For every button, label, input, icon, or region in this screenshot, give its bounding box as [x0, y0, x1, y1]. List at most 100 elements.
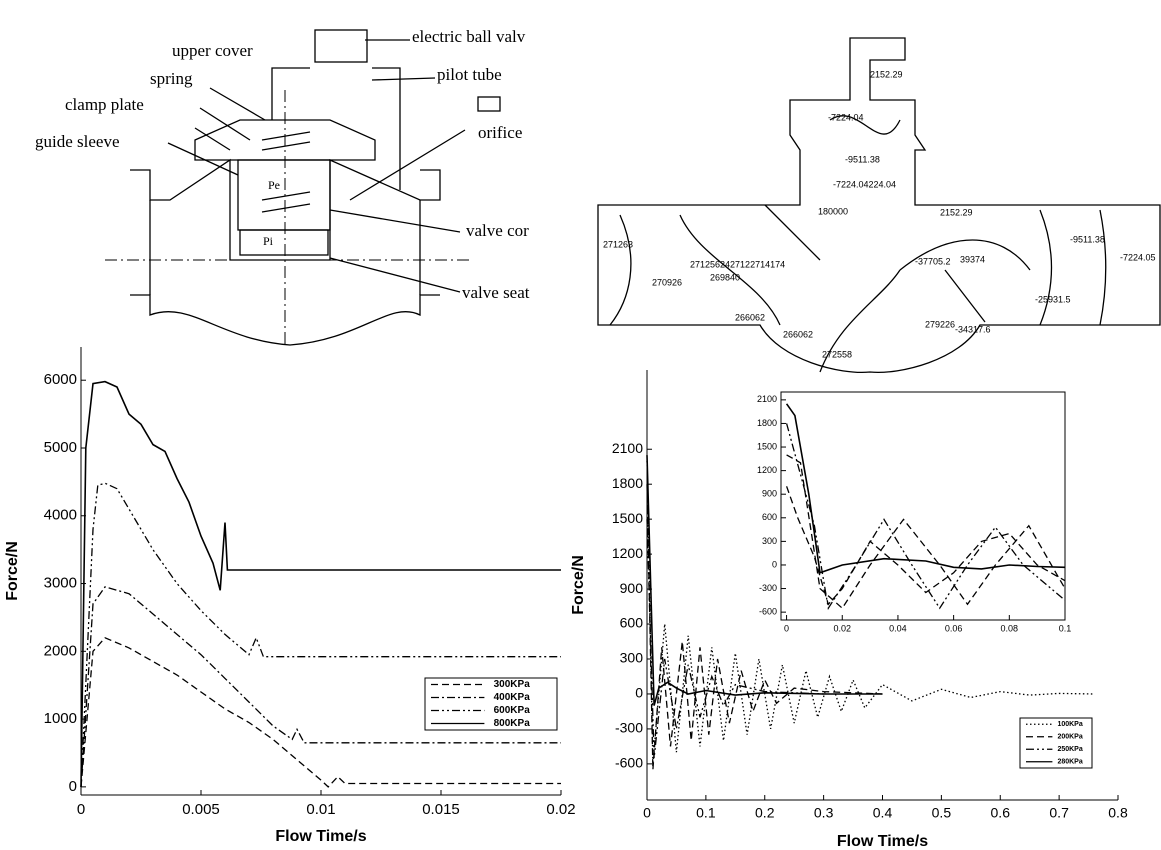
- x-tick-label: 0.4: [873, 805, 893, 821]
- contour-label: 271263: [603, 239, 633, 249]
- valve-body: [130, 158, 441, 261]
- y-tick-label: -600: [615, 755, 643, 771]
- part-label: valve cor: [466, 221, 529, 240]
- x-axis-label: Flow Time/s: [275, 828, 366, 845]
- y-tick-label: 1500: [757, 441, 777, 451]
- x-tick-label: 0.015: [422, 801, 460, 818]
- line-series: [785, 486, 1066, 606]
- contour-label: -7224.05: [1120, 252, 1156, 262]
- legend-label: 280KPa: [1057, 759, 1082, 766]
- legend-label: 800KPa: [494, 718, 531, 729]
- x-tick-label: 0.08: [1001, 623, 1019, 633]
- contour-label: 279226: [925, 319, 955, 329]
- guide-sleeve: [237, 159, 331, 231]
- x-tick-label: 0.6: [991, 805, 1011, 821]
- line-series: [646, 484, 883, 770]
- y-axis-label: Force/N: [4, 541, 21, 601]
- line-series: [785, 423, 1066, 610]
- x-tick-label: 0.7: [1049, 805, 1069, 821]
- part-label: spring: [150, 69, 193, 88]
- contour-label: -7224.04224.04: [833, 179, 896, 189]
- legend-label: 200KPa: [1057, 734, 1082, 741]
- pilot-tube: [271, 67, 401, 190]
- part-label: upper cover: [172, 41, 253, 60]
- y-axis-label: Force/N: [570, 555, 587, 615]
- legend-label: 100KPa: [1057, 721, 1082, 728]
- spring: [261, 131, 311, 213]
- x-tick-label: 0.02: [546, 801, 575, 818]
- y-tick-label: 5000: [44, 439, 77, 456]
- x-tick-label: 0.06: [945, 623, 963, 633]
- contour-label: 266062: [735, 312, 765, 322]
- y-tick-label: -300: [615, 720, 643, 736]
- y-tick-label: 900: [762, 489, 777, 499]
- x-tick-label: 0.8: [1108, 805, 1128, 821]
- contour-label: 2152.29: [940, 207, 973, 217]
- line-series: [80, 482, 561, 787]
- y-tick-label: 600: [620, 615, 644, 631]
- y-tick-label: 0: [635, 685, 643, 701]
- contour-label: 2152.29: [870, 69, 903, 79]
- plot-frame: [780, 391, 1066, 621]
- part-label: pilot tube: [437, 65, 502, 84]
- x-tick-label: 0: [643, 805, 651, 821]
- contour-label: 2712562427122714174: [690, 259, 785, 269]
- legend-label: 300KPa: [494, 679, 531, 690]
- valve-body-lower: [130, 294, 440, 346]
- part-label: Pi: [263, 234, 274, 248]
- legend-label: 250KPa: [1057, 746, 1082, 753]
- upper-cover: [194, 119, 376, 161]
- y-tick-label: 3000: [44, 575, 77, 592]
- flanges: [149, 200, 421, 295]
- contour-label: 180000: [818, 206, 848, 216]
- contour-lines: [609, 115, 1107, 373]
- legend-label: 600KPa: [494, 705, 531, 716]
- valve-core: [239, 229, 329, 256]
- leader-lines: [167, 39, 466, 293]
- line-series: [80, 637, 561, 788]
- line-series: [785, 403, 1066, 574]
- x-tick-label: 0.01: [306, 801, 335, 818]
- y-tick-label: 300: [762, 536, 777, 546]
- contour-label: -9511.38: [845, 154, 880, 164]
- x-tick-label: 0: [784, 623, 789, 633]
- contour-label: -7224.04: [828, 112, 864, 122]
- legend-label: 400KPa: [494, 692, 531, 703]
- x-tick-label: 0.2: [755, 805, 775, 821]
- y-tick-label: -600: [759, 607, 777, 617]
- ball-valve: [314, 29, 368, 63]
- contour-walls: [764, 204, 986, 323]
- y-tick-label: 2000: [44, 642, 77, 659]
- x-tick-label: 0.1: [696, 805, 716, 821]
- y-tick-label: 1200: [757, 465, 777, 475]
- line-series: [646, 460, 1095, 764]
- legend-box: [424, 677, 558, 731]
- orifice: [477, 96, 501, 112]
- y-tick-label: 1500: [612, 510, 643, 526]
- x-tick-label: 0.1: [1059, 623, 1072, 633]
- contour-label: 269840: [710, 272, 740, 282]
- part-label: orifice: [478, 123, 522, 142]
- contour-label: 39374: [960, 254, 985, 264]
- line-series: [80, 586, 561, 787]
- contour-outline: [597, 37, 1161, 374]
- line-series: [786, 454, 1066, 610]
- contour-label: -34317.6: [955, 324, 991, 334]
- part-label: valve seat: [462, 283, 530, 302]
- x-tick-label: 0.5: [932, 805, 952, 821]
- y-tick-label: 1800: [757, 418, 777, 428]
- y-tick-label: 600: [762, 512, 777, 522]
- y-tick-label: 1200: [612, 545, 643, 561]
- valve-diagram: electric ball valv upper cover pilot tub…: [35, 27, 530, 346]
- x-tick-label: 0.02: [833, 623, 851, 633]
- contour-label: -9511.38: [1070, 234, 1105, 244]
- y-tick-label: 900: [620, 580, 644, 596]
- contour-label: -37705.2: [915, 256, 951, 266]
- part-label: electric ball valv: [412, 27, 526, 46]
- y-tick-label: 2100: [612, 440, 643, 456]
- legend-box: [1019, 717, 1093, 769]
- line-series: [646, 455, 883, 706]
- y-tick-label: 300: [620, 650, 644, 666]
- x-tick-label: 0.04: [889, 623, 907, 633]
